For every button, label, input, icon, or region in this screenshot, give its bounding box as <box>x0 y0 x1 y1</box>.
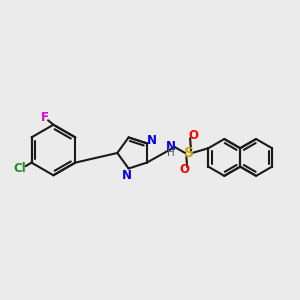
Text: Cl: Cl <box>13 162 26 175</box>
Text: N: N <box>122 169 132 182</box>
Text: N: N <box>147 134 157 147</box>
Text: H: H <box>167 148 175 158</box>
Text: O: O <box>188 129 198 142</box>
Text: F: F <box>40 111 49 124</box>
Text: N: N <box>166 140 176 153</box>
Text: S: S <box>184 146 194 160</box>
Text: O: O <box>179 163 189 176</box>
